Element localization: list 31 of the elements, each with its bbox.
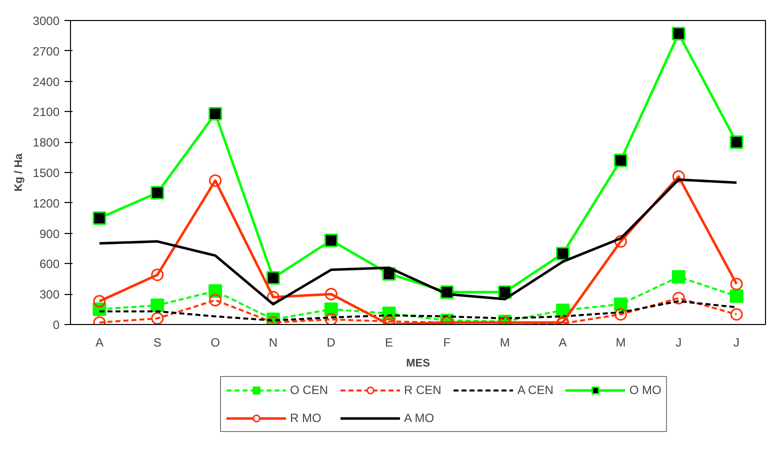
x-tick-label: F — [443, 336, 451, 350]
y-tick-label: 300 — [39, 288, 60, 302]
y-tick-label: 2400 — [32, 74, 60, 89]
y-tick-label: 900 — [39, 226, 60, 241]
x-tick-label: N — [268, 336, 278, 350]
legend-label: R MO — [290, 410, 322, 426]
legend-label: A MO — [404, 410, 434, 426]
y-tick-label: 1200 — [32, 196, 60, 210]
y-tick-label: 3000 — [32, 14, 60, 28]
x-tick-label: J — [734, 336, 740, 350]
legend-label: A CEN — [517, 382, 554, 398]
legend-label: R CEN — [404, 382, 442, 398]
y-axis-title: Kg / Ha — [12, 152, 25, 192]
x-axis-title: MES — [406, 358, 430, 370]
y-tick-label: 1500 — [32, 166, 60, 180]
y-tick-label: 2700 — [32, 44, 60, 58]
x-tick-label: J — [676, 336, 682, 350]
x-tick-label: S — [153, 336, 162, 350]
x-tick-label: A — [558, 336, 567, 350]
x-tick-label: D — [326, 336, 336, 350]
y-tick-label: 1800 — [32, 136, 60, 150]
y-tick-label: 2100 — [32, 105, 60, 120]
x-tick-label: E — [385, 336, 394, 350]
x-tick-label: A — [95, 336, 104, 350]
y-tick-label: 600 — [39, 257, 60, 272]
x-tick-label: O — [210, 336, 220, 350]
legend-label: O MO — [629, 382, 662, 398]
y-tick-label: 0 — [52, 318, 60, 332]
legend-label: O CEN — [290, 382, 328, 398]
x-tick-label: M — [616, 336, 626, 350]
x-tick-label: M — [500, 336, 510, 350]
